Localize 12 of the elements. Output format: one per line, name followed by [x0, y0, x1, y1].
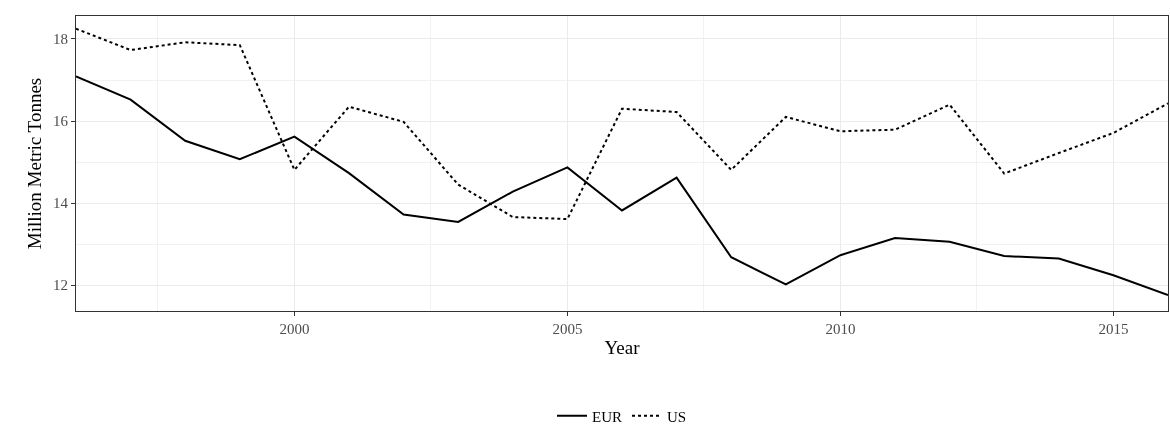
y-tick-label: 14 [53, 195, 69, 212]
x-tick-label: 2005 [552, 321, 583, 337]
x-tick-label: 2015 [1098, 321, 1129, 337]
y-tick-label: 12 [53, 277, 68, 294]
x-tick-label: 2000 [279, 321, 310, 337]
x-tick-label: 2010 [825, 321, 856, 337]
legend-label: EUR [592, 408, 622, 425]
y-tick-label: 18 [53, 31, 68, 48]
legend-label: US [667, 408, 687, 425]
y-axis-title: Million Metric Tonnes [23, 77, 45, 250]
x-axis-title: Year [604, 336, 641, 358]
y-tick-label: 16 [53, 113, 69, 130]
